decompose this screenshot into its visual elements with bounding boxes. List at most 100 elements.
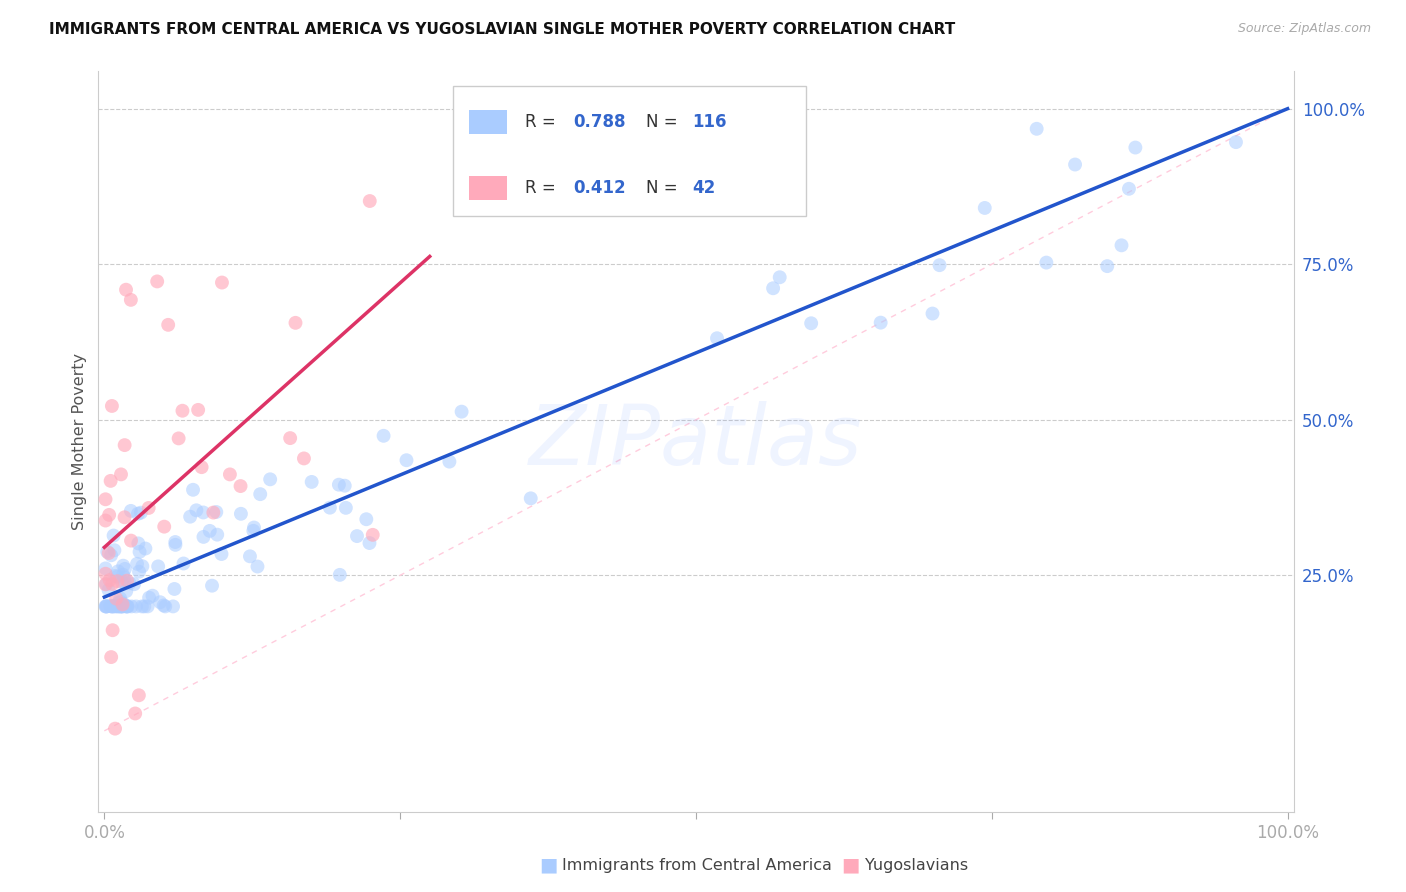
Point — [762, 281, 785, 295]
Point — [111, 599, 134, 614]
Point — [111, 575, 134, 590]
Text: N =: N = — [645, 112, 683, 131]
Point — [127, 507, 149, 521]
Point — [112, 570, 135, 584]
Point — [110, 599, 132, 614]
Point — [284, 316, 307, 330]
Point — [152, 599, 174, 613]
Point — [111, 567, 134, 582]
Point — [246, 559, 269, 574]
Point — [110, 467, 132, 482]
Point — [115, 283, 138, 297]
Point — [163, 582, 186, 596]
Point — [229, 479, 252, 493]
Text: R =: R = — [524, 112, 561, 131]
Bar — [470, 177, 508, 200]
Point — [103, 528, 125, 542]
Text: IMMIGRANTS FROM CENTRAL AMERICA VS YUGOSLAVIAN SINGLE MOTHER POVERTY CORRELATION: IMMIGRANTS FROM CENTRAL AMERICA VS YUGOS… — [49, 22, 956, 37]
Point — [211, 547, 233, 561]
Point — [346, 529, 368, 543]
Point — [278, 431, 301, 445]
Text: ■: ■ — [538, 855, 558, 875]
Point — [97, 546, 120, 560]
Point — [131, 599, 153, 614]
Point — [115, 599, 138, 614]
Point — [165, 538, 187, 552]
Point — [173, 557, 195, 571]
Point — [359, 194, 381, 208]
Point — [104, 599, 127, 614]
Point — [100, 599, 122, 614]
Point — [134, 599, 156, 614]
Point — [155, 599, 177, 614]
Point — [96, 577, 118, 591]
Point — [329, 567, 352, 582]
Point — [101, 624, 124, 638]
Point — [129, 506, 152, 520]
Point — [219, 467, 242, 482]
Point — [118, 576, 141, 591]
Text: Immigrants from Central America: Immigrants from Central America — [562, 858, 832, 872]
Text: ZIPatlas: ZIPatlas — [529, 401, 863, 482]
Point — [134, 541, 156, 556]
Point — [1225, 135, 1247, 149]
Point — [1111, 238, 1133, 252]
Text: Yugoslavians: Yugoslavians — [865, 858, 967, 872]
Text: Source: ZipAtlas.com: Source: ZipAtlas.com — [1237, 22, 1371, 36]
Point — [395, 453, 418, 467]
Point — [202, 506, 225, 520]
Point — [94, 492, 117, 507]
Point — [1025, 121, 1047, 136]
Point — [100, 650, 122, 665]
Point — [179, 509, 201, 524]
Point — [869, 316, 891, 330]
Point — [292, 451, 315, 466]
Point — [98, 508, 121, 522]
Point — [361, 528, 384, 542]
Point — [249, 487, 271, 501]
Point — [205, 505, 228, 519]
Point — [107, 596, 129, 610]
Point — [120, 293, 142, 307]
Point — [101, 599, 124, 614]
Point — [172, 403, 194, 417]
Point — [146, 274, 169, 288]
Point — [131, 559, 153, 574]
Text: R =: R = — [524, 179, 561, 197]
Point — [127, 536, 149, 550]
Point — [149, 595, 172, 609]
Point — [1064, 157, 1087, 171]
Point — [108, 591, 131, 606]
Point — [105, 591, 128, 606]
Point — [193, 506, 215, 520]
Point — [1125, 140, 1147, 154]
Point — [187, 403, 209, 417]
Point — [921, 307, 943, 321]
Point — [103, 543, 125, 558]
Point — [105, 569, 128, 583]
Point — [105, 574, 128, 589]
Point — [98, 599, 121, 613]
Point — [94, 577, 117, 591]
Point — [114, 575, 136, 590]
Point — [259, 472, 281, 486]
Point — [706, 331, 728, 345]
Point — [439, 455, 461, 469]
Point — [928, 258, 950, 272]
Point — [138, 500, 160, 515]
Point — [359, 536, 381, 550]
Point — [162, 599, 184, 614]
Point — [1035, 255, 1057, 269]
Text: 42: 42 — [692, 179, 716, 197]
Point — [114, 438, 136, 452]
Point — [128, 688, 150, 702]
Point — [1097, 259, 1119, 273]
Point — [146, 559, 169, 574]
Point — [125, 599, 148, 614]
Point — [136, 599, 159, 614]
Point — [800, 316, 823, 330]
Point — [94, 561, 117, 575]
Point — [94, 514, 117, 528]
Point — [96, 599, 118, 614]
Point — [107, 599, 129, 614]
